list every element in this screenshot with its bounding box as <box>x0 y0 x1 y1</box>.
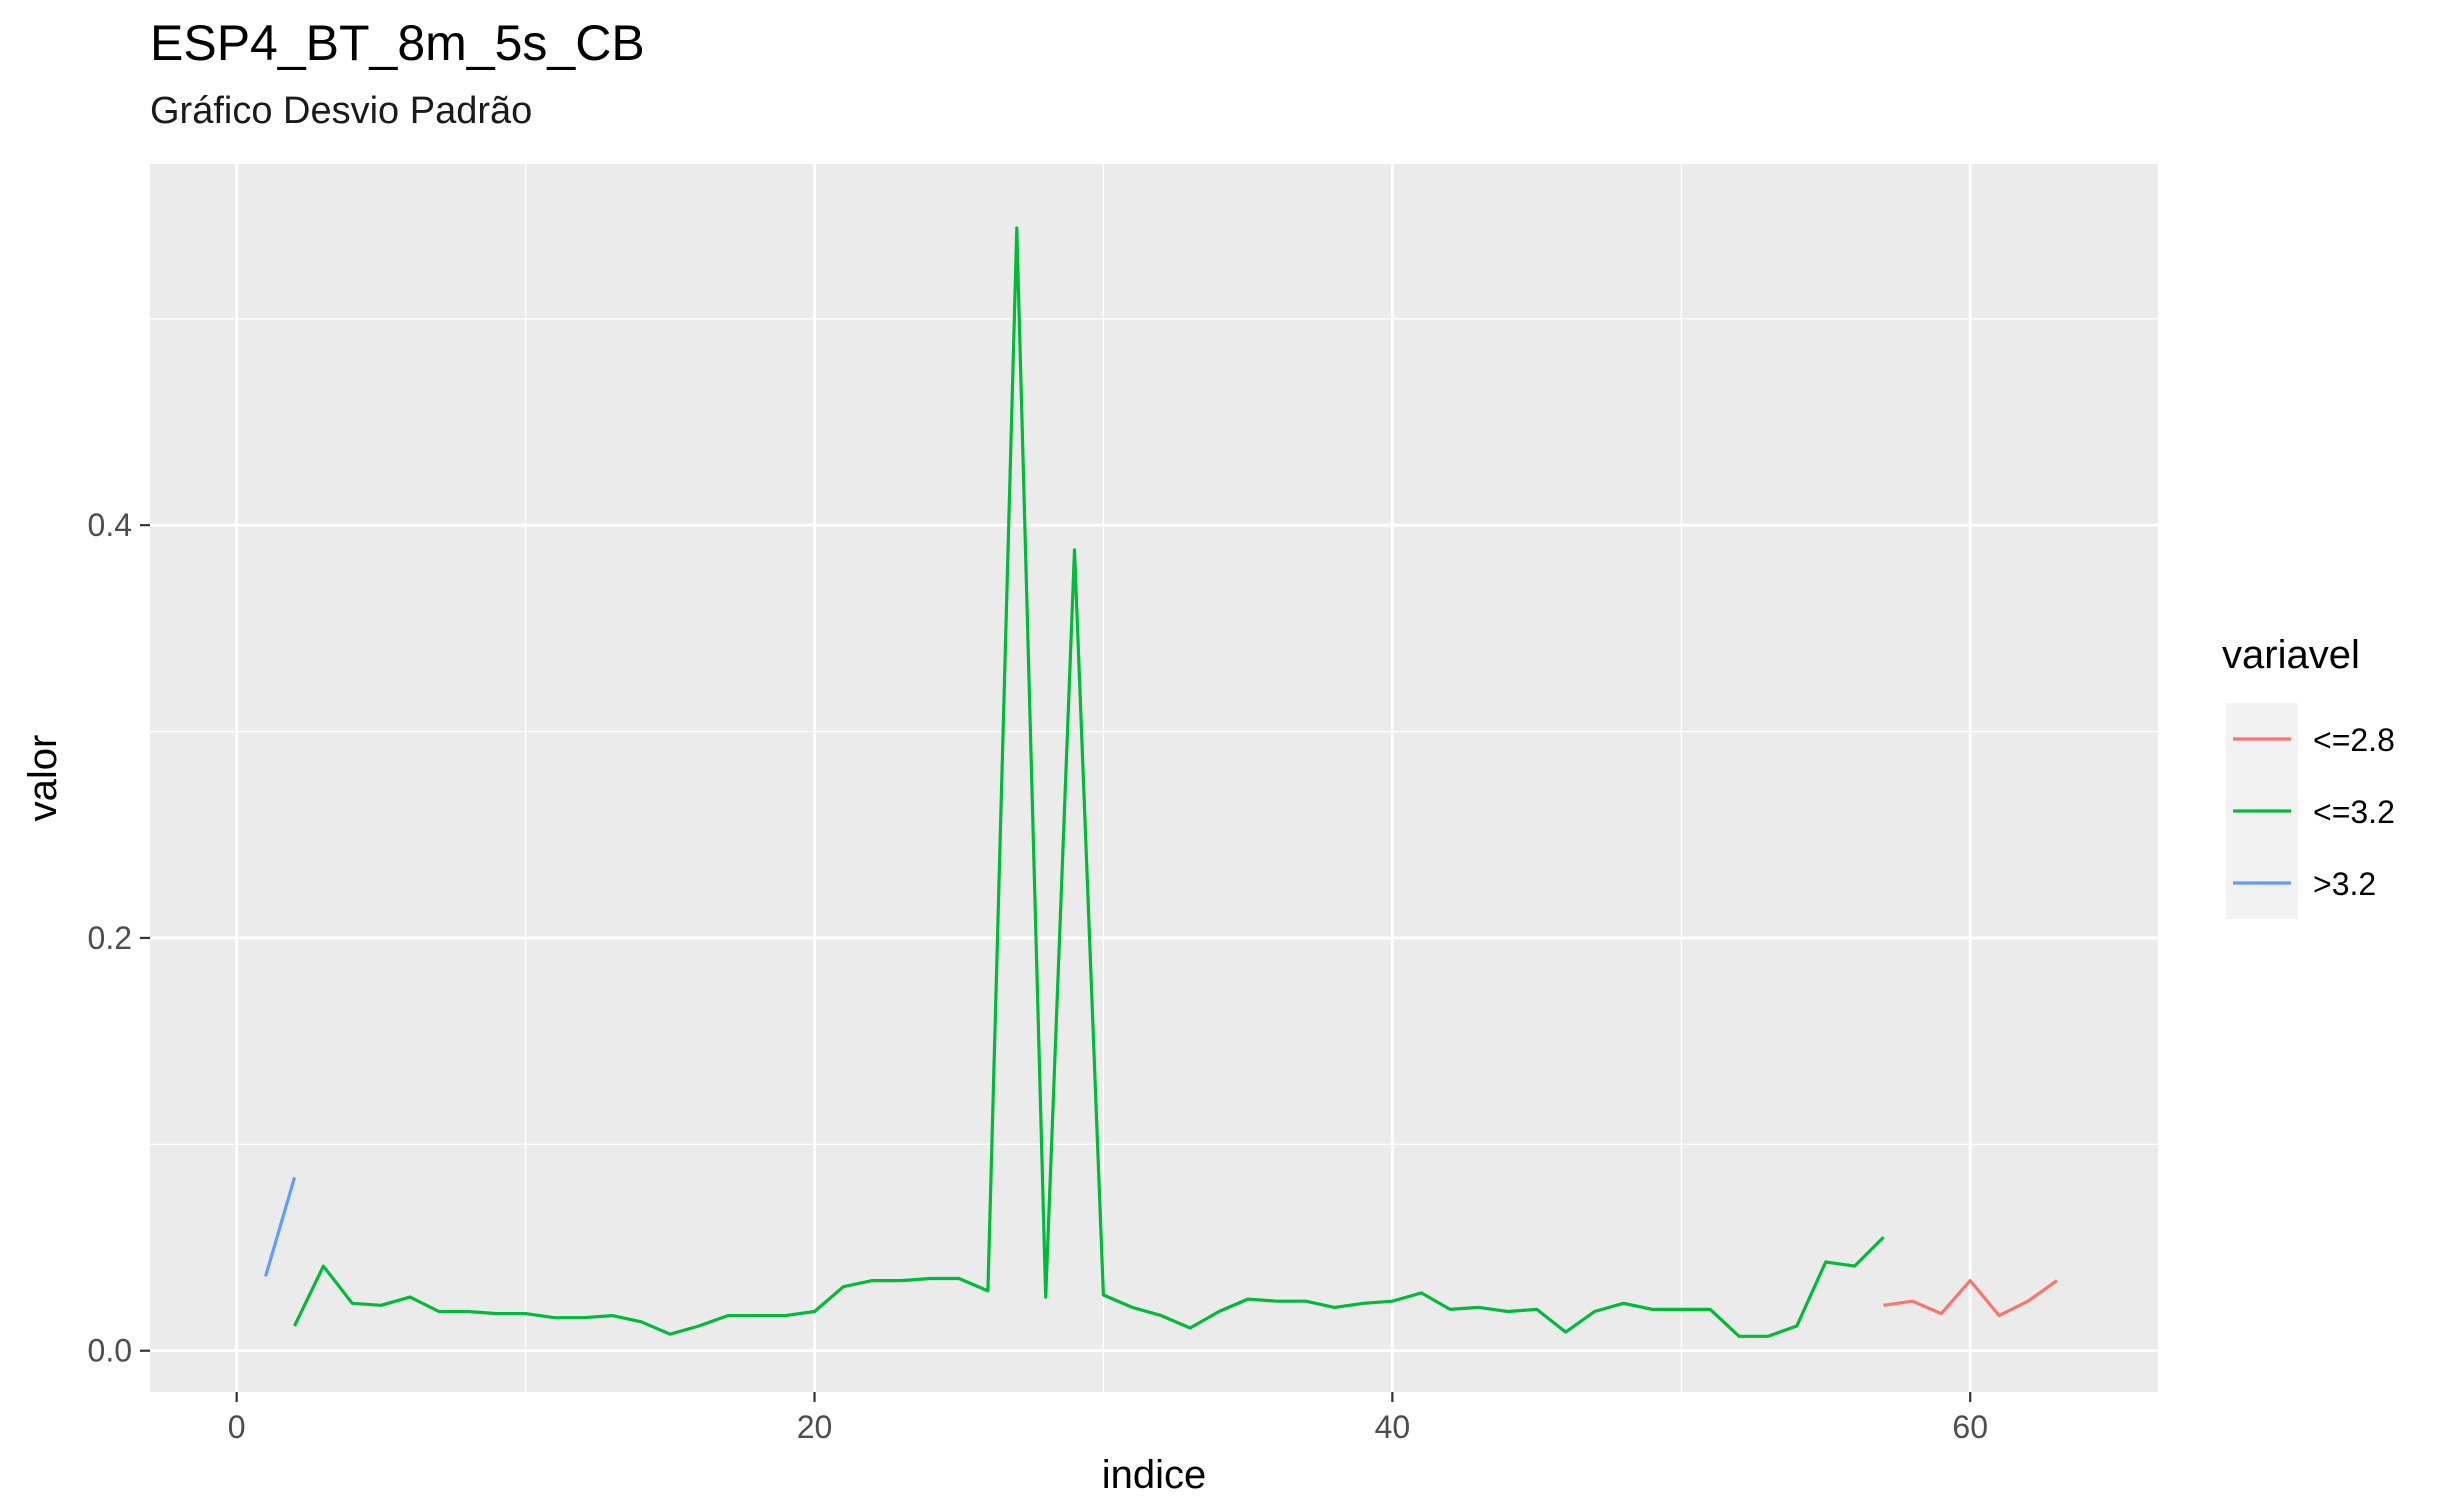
y-tick-label: 0.0 <box>88 1333 132 1369</box>
x-axis: 0 20 40 60 <box>228 1392 1988 1445</box>
legend-label-1: <=2.8 <box>2313 722 2395 758</box>
series-line-3 <box>264 1176 297 1277</box>
x-tick-label: 60 <box>1952 1409 1988 1445</box>
series-line-1 <box>1883 1278 2058 1318</box>
series-line-2 <box>293 226 1885 1338</box>
x-axis-label: indice <box>1102 1453 1207 1497</box>
y-axis: 0.0 0.2 0.4 <box>88 507 150 1369</box>
major-gridlines <box>150 164 2158 1392</box>
y-tick-label: 0.2 <box>88 920 132 956</box>
legend-label-3: >3.2 <box>2313 866 2376 902</box>
x-tick-label: 0 <box>228 1409 246 1445</box>
x-tick-label: 40 <box>1375 1409 1411 1445</box>
chart-subtitle: Gráfico Desvio Padrão <box>150 90 533 132</box>
y-tick-label: 0.4 <box>88 507 132 543</box>
minor-gridlines <box>150 164 2158 1392</box>
series-lines <box>264 226 2058 1338</box>
legend-label-2: <=3.2 <box>2313 794 2395 830</box>
chart-title: ESP4_BT_8m_5s_CB <box>150 15 645 71</box>
plot-panel <box>150 164 2158 1392</box>
legend-title: variavel <box>2222 633 2360 677</box>
x-tick-label: 20 <box>797 1409 833 1445</box>
y-axis-label: valor <box>21 735 65 822</box>
legend: <=2.8 <=3.2 >3.2 <box>2233 722 2395 902</box>
